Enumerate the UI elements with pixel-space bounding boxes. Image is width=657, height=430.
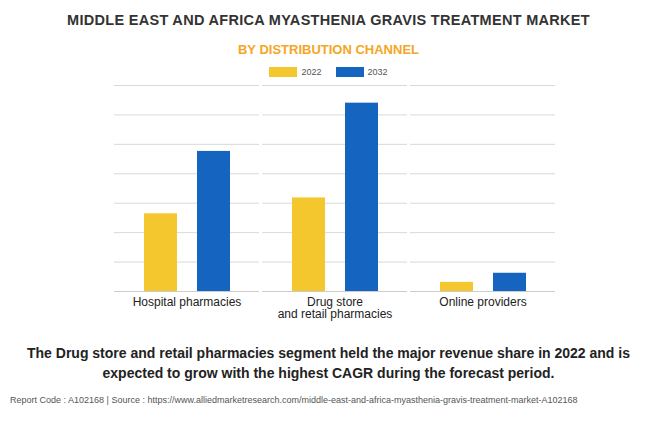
html-text:BY DISTRIBUTION CHANNEL: BY DISTRIBUTION CHANNEL — [238, 42, 419, 57]
html-text:The Drug store and retail phar: The Drug store and retail pharmacies seg… — [27, 345, 630, 381]
html-text:2022: 2022 — [301, 66, 322, 77]
html-text:MIDDLE EAST AND AFRICA MYASTHE: MIDDLE EAST AND AFRICA MYASTHENIA GRAVIS… — [67, 12, 590, 28]
svg-text:Drug storeand retail pharmacie: Drug storeand retail pharmacies — [278, 295, 393, 321]
html-text:2032: 2032 — [367, 66, 388, 77]
html-text:Report Code : A102168 | Source: Report Code : A102168 | Source : https:/… — [10, 395, 578, 405]
svg-text:Hospital pharmacies: Hospital pharmacies — [133, 295, 242, 309]
svg-text:Online providers: Online providers — [439, 295, 526, 309]
